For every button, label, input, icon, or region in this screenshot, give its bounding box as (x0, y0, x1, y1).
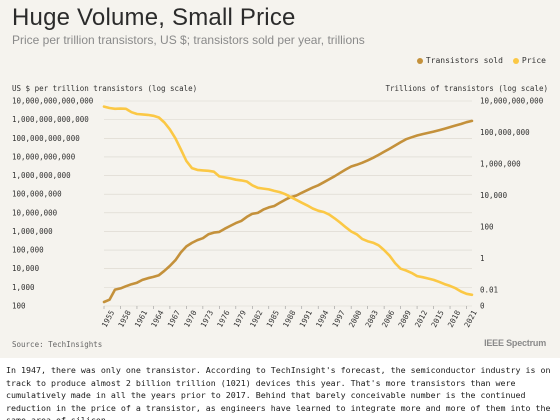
chart-title: Huge Volume, Small Price (12, 4, 296, 31)
chart-subtitle: Price per trillion transistors, US $; tr… (12, 33, 365, 47)
x-tick-label: 1967 (166, 309, 182, 329)
series-line-price (102, 105, 474, 297)
x-tick-label: 1991 (298, 309, 314, 329)
right-tick-label: 100 (480, 223, 494, 232)
left-tick-label: 10,000,000,000,000 (12, 97, 94, 106)
x-tick-label: 1958 (116, 308, 133, 329)
x-tick-label: 2018 (446, 308, 463, 329)
chart-legend: Transistors sold Price (416, 56, 546, 65)
x-tick-label: 1970 (182, 308, 199, 329)
legend-item-transistors: Transistors sold (416, 56, 503, 65)
x-tick-label: 1985 (265, 309, 281, 329)
left-tick-label: 1,000 (12, 283, 35, 292)
x-tick-label: 1955 (100, 309, 116, 329)
legend-label-price: Price (521, 56, 546, 65)
left-tick-label: 10,000,000,000 (12, 152, 76, 161)
x-tick-label: 1997 (331, 309, 347, 329)
right-tick-label: 0 (480, 302, 485, 311)
legend-item-price: Price (512, 56, 546, 65)
right-tick-label: 10,000 (480, 191, 508, 200)
right-tick-label: 1 (480, 254, 485, 263)
x-tick-label: 1988 (281, 308, 298, 329)
x-tick-label: 1976 (215, 308, 232, 329)
x-tick-label: 2012 (413, 309, 429, 329)
legend-swatch-transistors (416, 57, 423, 64)
publisher-logo: IEEE Spectrum (484, 338, 546, 348)
right-tick-label: 1,000,000 (480, 160, 521, 169)
left-tick-label: 10,000 (12, 264, 40, 273)
right-axis-ticks: 0.01 1 100 10,000 1,000,000 100,000,000 10,000… (480, 97, 544, 311)
x-tick-label: 2015 (429, 309, 445, 329)
left-tick-label: 100 (12, 302, 26, 311)
line-chart: 100 1,000 10,000 100,000 1,000,000 10,000,000… (12, 97, 544, 329)
chart-card: Huge Volume, Small Price Price per trill… (0, 0, 560, 358)
legend-swatch-price (512, 57, 519, 64)
left-tick-label: 100,000,000,000 (12, 134, 80, 143)
x-tick-label: 2009 (396, 309, 412, 329)
x-tick-label: 1961 (133, 309, 149, 329)
series-line-transistors-sold (102, 119, 474, 304)
left-tick-label: 1,000,000 (12, 227, 53, 236)
x-tick-label: 1979 (232, 309, 248, 329)
left-tick-label: 100,000 (12, 246, 44, 255)
x-tick-label: 2006 (380, 308, 397, 329)
left-tick-label: 10,000,000 (12, 208, 58, 217)
x-tick-label: 2003 (363, 309, 379, 329)
legend-label-transistors: Transistors sold (425, 56, 503, 65)
x-tick-label: 1973 (199, 309, 215, 329)
right-tick-label: 10,000,000,000 (480, 97, 544, 106)
x-tick-label: 2000 (347, 308, 364, 329)
left-tick-label: 100,000,000 (12, 190, 62, 199)
right-tick-label: 100,000,000 (480, 128, 530, 137)
x-tick-label: 1982 (248, 309, 264, 329)
caption-text: In 1947, there was only one transistor. … (6, 365, 551, 420)
x-tick-label: 1994 (314, 308, 331, 329)
x-tick-label: 2021 (462, 309, 478, 329)
left-tick-label: 1,000,000,000 (12, 171, 71, 180)
left-axis-title: US $ per trillion transistors (log scale… (12, 84, 198, 93)
x-tick-label: 1964 (149, 308, 166, 329)
right-tick-label: 0.01 (480, 286, 498, 295)
source-note: Source: TechInsights (12, 340, 103, 349)
left-tick-label: 1,000,000,000,000 (12, 115, 89, 124)
x-axis-ticks: 1955 1958 1961 1964 1967 1970 1973 1976 1979 1982… (100, 306, 479, 329)
left-axis-ticks: 100 1,000 10,000 100,000 1,000,000 10,000,000… (12, 97, 94, 311)
right-axis-title: Trillions of transistors (log scale) (385, 84, 548, 93)
series-layer (102, 105, 474, 304)
